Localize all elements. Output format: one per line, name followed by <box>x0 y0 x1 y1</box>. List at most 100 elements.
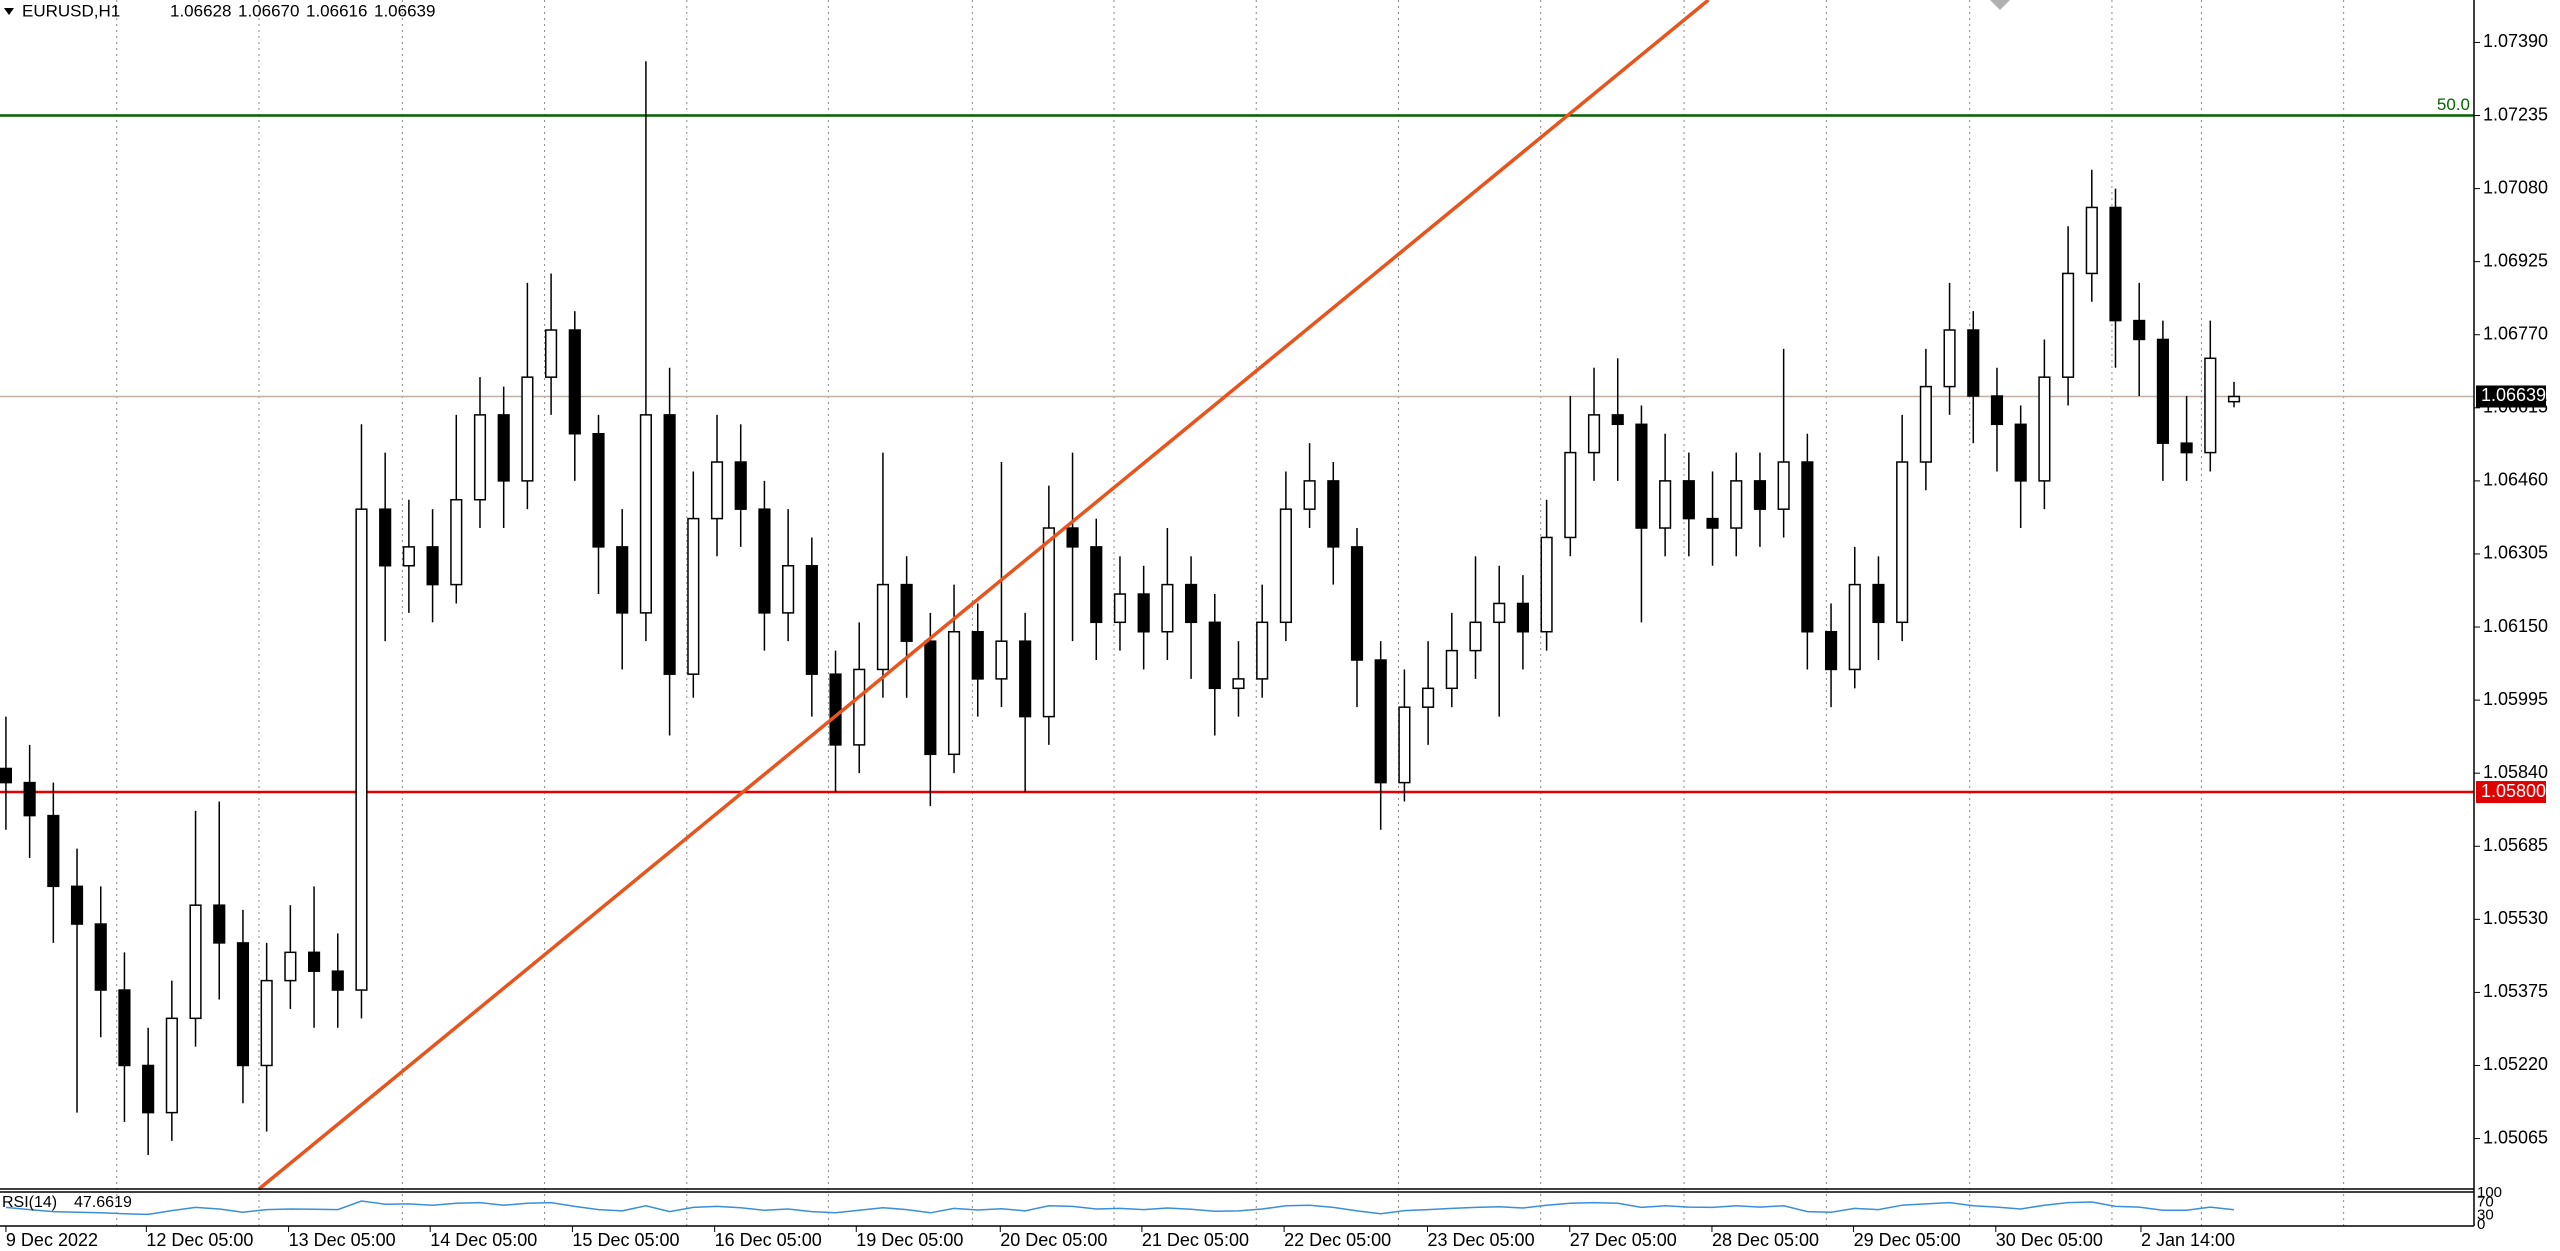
header-value: 1.06639 <box>374 1 435 20</box>
candle-body <box>1967 329 1980 397</box>
candle-body <box>2014 423 2027 482</box>
y-tick-label: 1.07390 <box>2483 31 2548 51</box>
candle-body <box>710 461 724 520</box>
level-label: 50.0 <box>2437 95 2470 114</box>
candle-body <box>1730 480 1743 529</box>
y-tick-label: 1.06925 <box>2483 250 2548 270</box>
candle-body <box>1564 451 1577 539</box>
candle-body <box>734 461 747 510</box>
candle-body <box>1469 621 1482 652</box>
candle-body <box>1896 461 1909 624</box>
candle-body <box>450 498 463 586</box>
candle-body <box>118 989 131 1067</box>
x-tick-label: 27 Dec 05:00 <box>1570 1230 1677 1250</box>
candle-body <box>497 414 510 482</box>
candle-body <box>592 432 605 548</box>
candle-body <box>402 546 415 567</box>
candle-body <box>1113 593 1127 624</box>
candle-body <box>379 508 392 567</box>
candle-body <box>1279 508 1292 624</box>
x-tick-label: 28 Dec 05:00 <box>1712 1230 1819 1250</box>
candle-body <box>971 630 984 680</box>
candle-body <box>1184 583 1198 624</box>
candle-body <box>1635 423 1648 529</box>
candle-body <box>307 951 321 972</box>
candle-body <box>2133 319 2146 341</box>
candle-body <box>2227 395 2241 403</box>
candle-body <box>473 414 487 501</box>
candle-body <box>1350 546 1364 661</box>
y-tick-label: 1.06150 <box>2483 616 2548 636</box>
candle-body <box>331 970 344 991</box>
y-tick-label: 1.06305 <box>2483 543 2548 563</box>
candle-body <box>1445 649 1458 690</box>
level-tag <box>2476 781 2546 804</box>
candle-body <box>165 1017 178 1114</box>
candle-body <box>995 640 1008 680</box>
candle-body <box>545 329 558 378</box>
candle-body <box>1682 480 1695 520</box>
candle-body <box>189 904 202 1020</box>
x-tick-label: 15 Dec 05:00 <box>572 1230 679 1250</box>
candle-body <box>260 979 273 1067</box>
candle-body <box>568 329 581 435</box>
rsi-name: RSI(14) <box>2 1194 57 1211</box>
x-tick-label: 22 Dec 05:00 <box>1284 1230 1391 1250</box>
candle-body <box>1824 630 1838 671</box>
x-tick-label: 16 Dec 05:00 <box>715 1230 822 1250</box>
candle-body <box>1753 480 1767 510</box>
rsi-tick-label: 70 <box>2477 1194 2494 1211</box>
x-tick-label: 23 Dec 05:00 <box>1428 1230 1535 1250</box>
candle-body <box>1327 480 1340 548</box>
x-tick-label: 12 Dec 05:00 <box>146 1230 253 1250</box>
candle-body <box>1990 395 2004 426</box>
candle-body <box>2062 272 2075 378</box>
candle-body <box>853 668 866 746</box>
rsi-line <box>5 1200 2235 1216</box>
y-tick-label: 1.06460 <box>2483 470 2548 490</box>
candle-body <box>355 508 368 991</box>
y-tick-label: 1.05065 <box>2483 1127 2548 1147</box>
last-price-tag <box>2476 385 2546 408</box>
x-tick-label: 30 Dec 05:00 <box>1996 1230 2103 1250</box>
rsi-tick-label: 30 <box>2477 1206 2494 1223</box>
candle-body <box>758 508 771 614</box>
candle-body <box>1090 546 1103 624</box>
rsi-tick-label: 100 <box>2477 1184 2502 1201</box>
candle-body <box>924 640 937 756</box>
candle-body <box>1777 461 1790 510</box>
candle-body <box>236 942 250 1067</box>
candle-body <box>142 1064 155 1114</box>
candle-body <box>1422 687 1435 708</box>
header-value: 1.06628 <box>170 1 231 20</box>
x-tick-label: 20 Dec 05:00 <box>1000 1230 1107 1250</box>
y-tick-label: 1.05530 <box>2483 908 2548 928</box>
candle-body <box>521 376 534 482</box>
y-tick-label: 1.05685 <box>2483 835 2548 855</box>
candle-body <box>616 546 629 614</box>
x-tick-label: 29 Dec 05:00 <box>1854 1230 1961 1250</box>
candle-body <box>1042 527 1055 718</box>
candle-body <box>1161 583 1174 633</box>
y-tick-label: 1.07080 <box>2483 177 2548 197</box>
candle-body <box>2085 206 2098 275</box>
candle-body <box>687 517 700 675</box>
x-tick-label: 19 Dec 05:00 <box>856 1230 963 1250</box>
candle-body <box>2180 442 2193 454</box>
candle-body <box>947 630 961 756</box>
candle-body <box>876 583 890 671</box>
candle-body <box>1848 583 1861 671</box>
trend-line <box>257 0 1710 1191</box>
x-tick-label: 13 Dec 05:00 <box>289 1230 396 1250</box>
candle-body <box>1398 706 1411 784</box>
candle-body <box>1919 385 1932 463</box>
overlay-layer: 50.0 1.05800 1.06639 <box>257 0 2546 1191</box>
candle-body <box>1232 678 1245 690</box>
y-tick-label: 1.05995 <box>2483 689 2548 709</box>
candle-body <box>900 583 913 642</box>
candle-body <box>639 414 652 614</box>
candle-body <box>1493 602 1506 624</box>
